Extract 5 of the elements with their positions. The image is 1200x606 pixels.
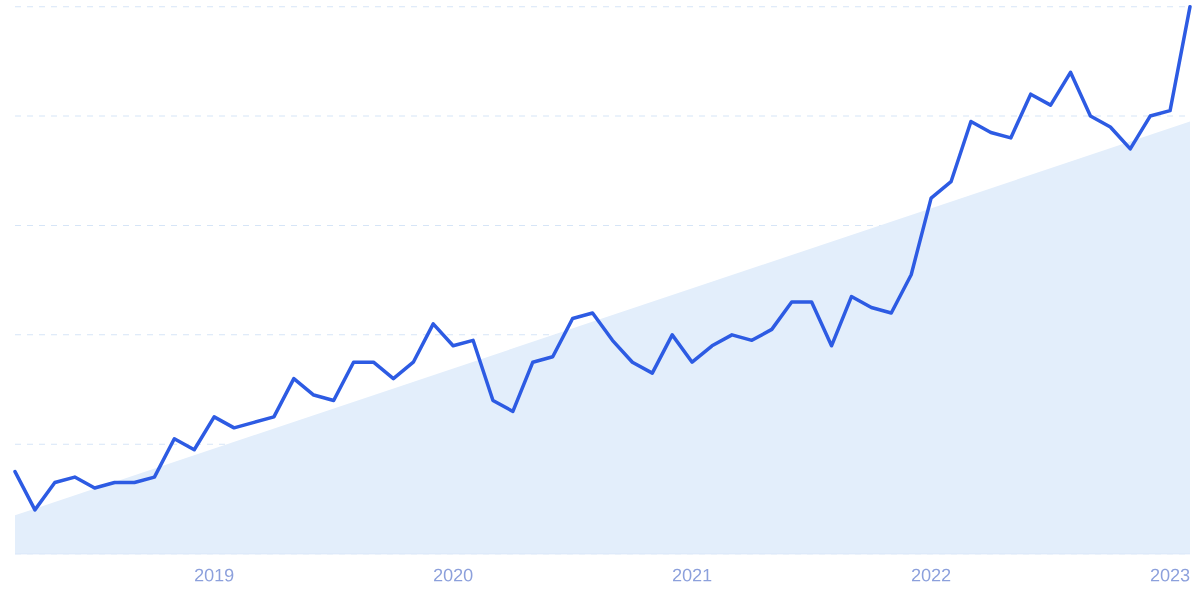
x-tick-label: 2019: [195, 568, 234, 582]
x-tick-label: 2022: [911, 568, 951, 582]
x-tick-label: 2020: [434, 568, 473, 582]
x-tick-label: 2021: [673, 568, 712, 582]
x-tick-label: 2023: [1150, 568, 1190, 582]
